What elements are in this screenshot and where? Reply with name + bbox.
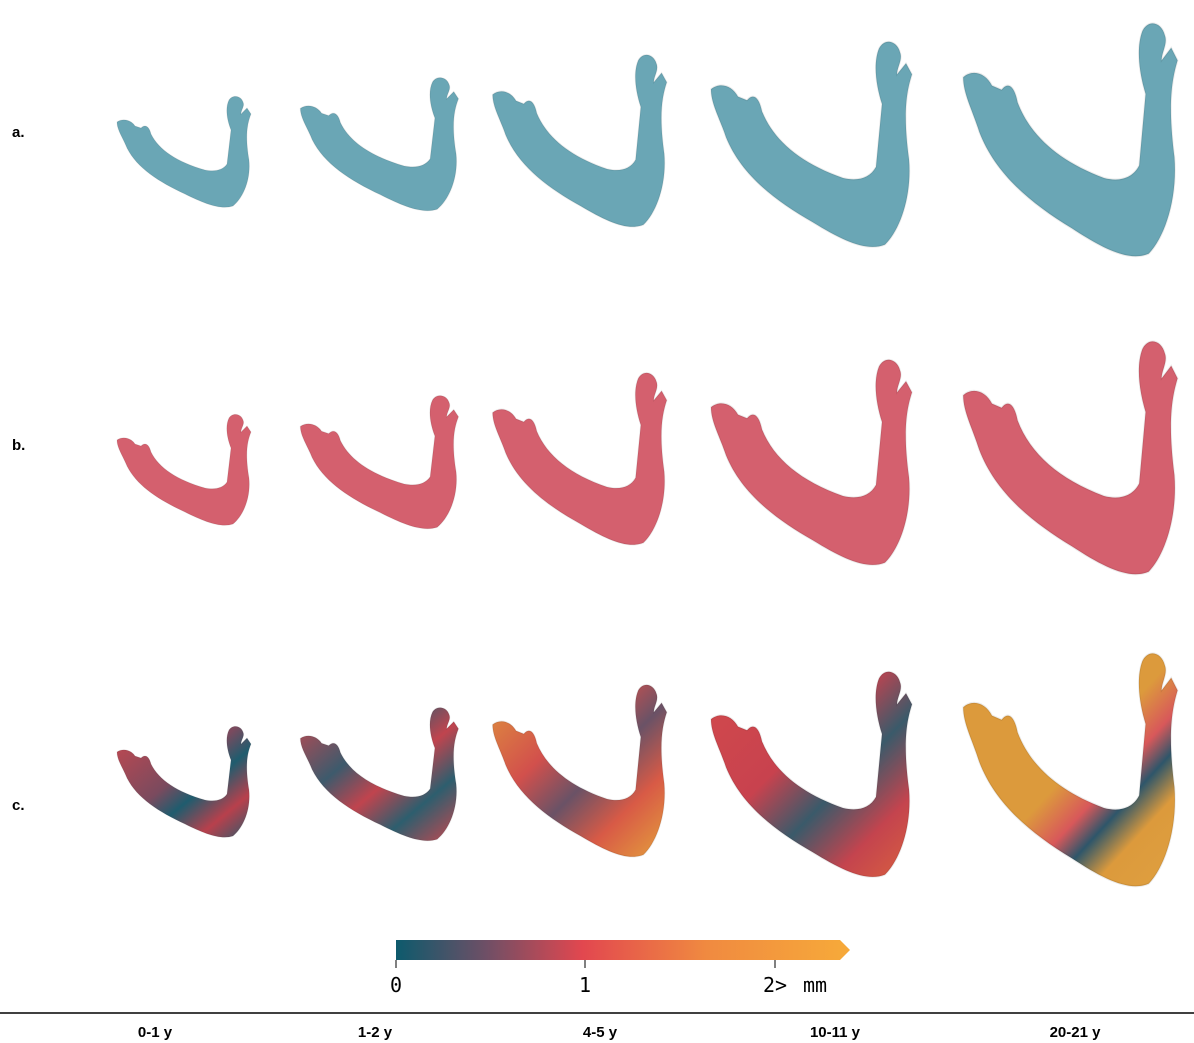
colorbar-arrow [840,940,850,960]
mandible [300,708,458,841]
row-label: c. [12,797,25,814]
column-label: 20-21 y [1050,1024,1102,1041]
mandible [117,414,251,525]
mandible [493,685,667,857]
mandible [711,360,912,565]
mandible [963,341,1177,574]
column-label: 1-2 y [358,1024,393,1041]
mandible [117,96,251,207]
mandible [711,672,912,877]
column-label: 0-1 y [138,1024,173,1041]
mandible [493,55,667,227]
column-label: 10-11 y [810,1024,861,1041]
mandible [711,42,912,247]
mandible [300,78,458,211]
mandible [300,396,458,529]
colorbar-tick-label: 0 [390,973,402,997]
figure: a. b. c. 0-1 y 1-2 y 4-5 y 10-11 y 20-21 y 0 1 … [0,0,1194,1043]
colorbar-tick-label: 1 [579,973,591,997]
colorbar-unit: mm [803,973,827,997]
row-label: a. [12,124,25,141]
mandible [117,726,251,837]
colorbar-gradient [396,940,840,960]
row-labels: a. b. c. 0-1 y 1-2 y 4-5 y 10-11 y 20-21 y [12,124,1101,1041]
colorbar: 0 1 2> mm [390,940,850,997]
row-label: b. [12,437,25,454]
mandible-renders [117,23,1178,886]
colorbar-tick-label: 2> [763,973,787,997]
mandible [963,653,1177,886]
column-label: 4-5 y [583,1024,618,1041]
mandible [963,23,1177,256]
mandible [493,373,667,545]
